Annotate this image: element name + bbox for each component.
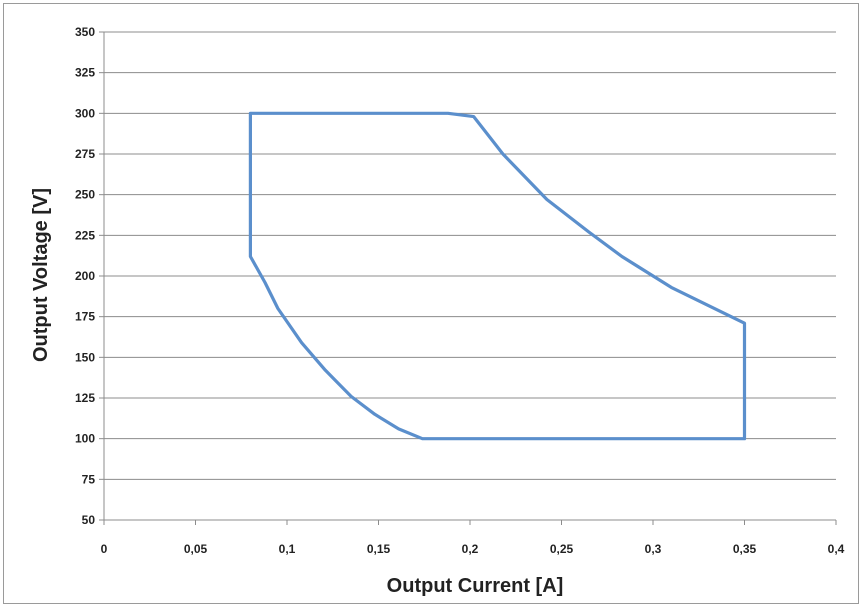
chart-frame (3, 3, 859, 604)
x-tick-label: 0,2 (462, 542, 479, 556)
y-axis-title: Output Voltage [V] (30, 188, 52, 362)
x-tick-label: 0,25 (550, 542, 574, 556)
y-tick-label: 175 (75, 310, 95, 324)
y-tick-label: 200 (75, 269, 95, 283)
x-tick-label: 0 (101, 542, 108, 556)
y-tick-label: 350 (75, 25, 95, 39)
x-tick-label: 0,3 (645, 542, 662, 556)
plot-area (248, 111, 747, 441)
y-tick-label: 325 (75, 66, 95, 80)
x-tick-labels: 0 0,05 0,1 0,15 0,2 0,25 0,3 0,35 0,4 (101, 542, 845, 556)
y-tick-label: 75 (82, 472, 96, 486)
x-tick-label: 0,35 (733, 542, 757, 556)
x-tick-label: 0,1 (279, 542, 296, 556)
grid-lines (104, 31, 836, 480)
y-tick-label: 50 (82, 513, 96, 527)
y-tick-label: 275 (75, 147, 95, 161)
y-tick-label: 125 (75, 391, 95, 405)
y-tick-labels: 50 75 100 125 150 175 200 225 250 275 300 325 350 (75, 25, 95, 527)
y-tick-label: 250 (75, 188, 95, 202)
x-axis-title: Output Current [A] (387, 575, 564, 597)
y-tick-label: 300 (75, 106, 95, 120)
y-tick-label: 100 (75, 432, 95, 446)
y-tick-label: 150 (75, 350, 95, 364)
x-tick-label: 0,4 (828, 542, 845, 556)
axes (99, 31, 837, 525)
x-tick-label: 0,05 (184, 542, 208, 556)
x-tick-label: 0,15 (367, 542, 391, 556)
series-line-1 (248, 111, 747, 441)
y-tick-label: 225 (75, 228, 95, 242)
